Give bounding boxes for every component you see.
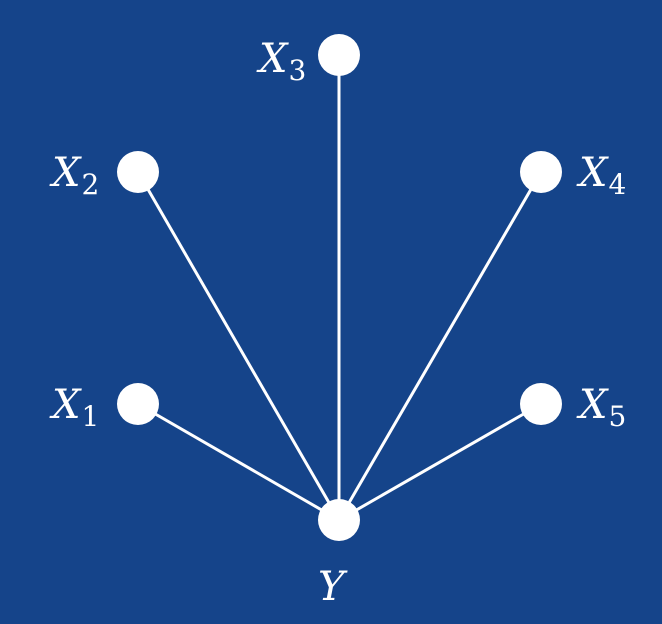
label-x2: X2 [49,150,99,201]
node-y [318,499,360,541]
label-x4: X4 [576,150,626,201]
label-x4-subscript: 4 [608,168,626,201]
label-x3-subscript: 3 [288,54,306,87]
edge-x4-y [337,170,543,522]
label-x4-main: X [576,150,609,196]
label-x1-main: X [49,382,82,428]
node-x1 [117,383,159,425]
edge-x5-y [337,402,543,522]
node-x3 [318,34,360,76]
edge-x2-y [136,170,341,522]
label-x2-subscript: 2 [81,168,99,201]
labels: X1 X2 X3 X4 X5 Y [49,36,626,610]
edge-x1-y [136,402,341,522]
node-x2 [117,151,159,193]
label-x3: X3 [256,36,306,87]
label-x3-main: X [256,36,289,82]
label-x1: X1 [49,382,99,433]
label-x5-main: X [576,382,609,428]
node-x5 [520,383,562,425]
label-x5-subscript: 5 [608,400,626,433]
edges [136,53,543,522]
label-x5: X5 [576,382,626,433]
label-x1-subscript: 1 [81,400,99,433]
label-x2-main: X [49,150,82,196]
label-y: Y [318,564,348,610]
nodes [117,34,562,541]
node-x4 [520,151,562,193]
